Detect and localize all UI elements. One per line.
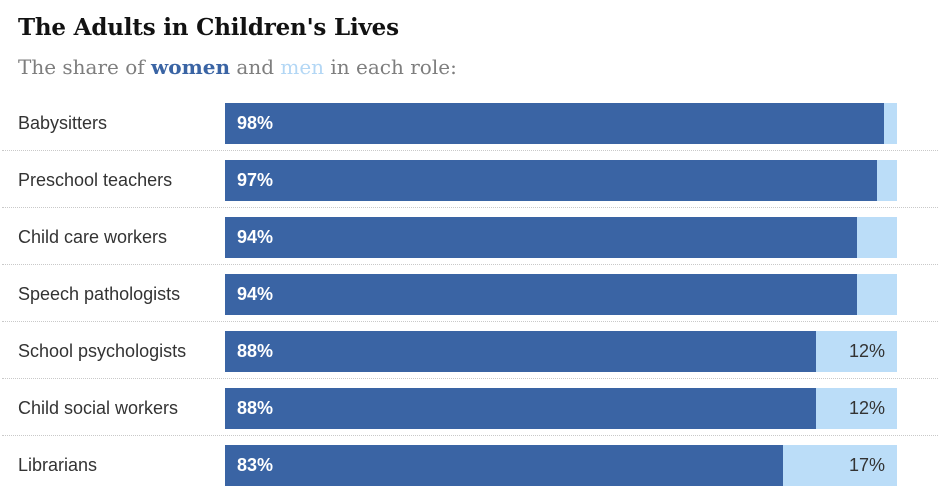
men-bar-segment — [876, 160, 897, 201]
women-bar-segment: 83% — [225, 445, 783, 486]
row-divider — [2, 321, 938, 322]
men-bar-segment — [856, 217, 897, 258]
women-bar-segment: 97% — [225, 160, 877, 201]
chart-row: Child care workers 94% — [0, 217, 940, 258]
subtitle-prefix: The share of — [18, 55, 152, 79]
bar-track: 88% 12% — [225, 388, 897, 429]
row-label: Babysitters — [18, 113, 108, 133]
women-bar-segment: 88% — [225, 388, 817, 429]
bar-track: 88% 12% — [225, 331, 897, 372]
row-divider — [2, 264, 938, 265]
row-divider — [2, 150, 938, 151]
row-label: Speech pathologists — [18, 284, 181, 304]
row-label: School psychologists — [18, 341, 187, 361]
legend-men-word: men — [280, 55, 325, 79]
row-label: Child social workers — [18, 398, 179, 418]
row-divider — [2, 435, 938, 436]
bar-track: 94% — [225, 274, 897, 315]
chart-row: Babysitters 98% — [0, 103, 940, 144]
bar-track: 94% — [225, 217, 897, 258]
row-label: Child care workers — [18, 227, 168, 247]
men-bar-segment: 12% — [816, 388, 897, 429]
subtitle-suffix: in each role: — [324, 55, 457, 79]
legend-women-word: women — [151, 55, 231, 79]
chart-row: Librarians 83% 17% — [0, 445, 940, 486]
women-bar-segment: 94% — [225, 274, 857, 315]
chart-subtitle: The share of women and men in each role: — [18, 55, 457, 79]
men-bar-segment — [856, 274, 897, 315]
chart-title: The Adults in Children's Lives — [18, 14, 399, 41]
chart-row: School psychologists 88% 12% — [0, 331, 940, 372]
row-divider — [2, 207, 938, 208]
bar-track: 83% 17% — [225, 445, 897, 486]
chart-row: Speech pathologists 94% — [0, 274, 940, 315]
bar-track: 98% — [225, 103, 897, 144]
row-divider — [2, 378, 938, 379]
chart-row: Preschool teachers 97% — [0, 160, 940, 201]
women-bar-segment: 98% — [225, 103, 884, 144]
bar-track: 97% — [225, 160, 897, 201]
row-label: Librarians — [18, 455, 98, 475]
men-bar-segment: 17% — [782, 445, 897, 486]
men-bar-segment — [883, 103, 897, 144]
chart-row: Child social workers 88% 12% — [0, 388, 940, 429]
women-bar-segment: 94% — [225, 217, 857, 258]
subtitle-middle: and — [230, 55, 281, 79]
men-bar-segment: 12% — [816, 331, 897, 372]
women-bar-segment: 88% — [225, 331, 817, 372]
row-label: Preschool teachers — [18, 170, 173, 190]
bar-chart: Babysitters 98% Preschool teachers 97% C… — [0, 103, 940, 492]
